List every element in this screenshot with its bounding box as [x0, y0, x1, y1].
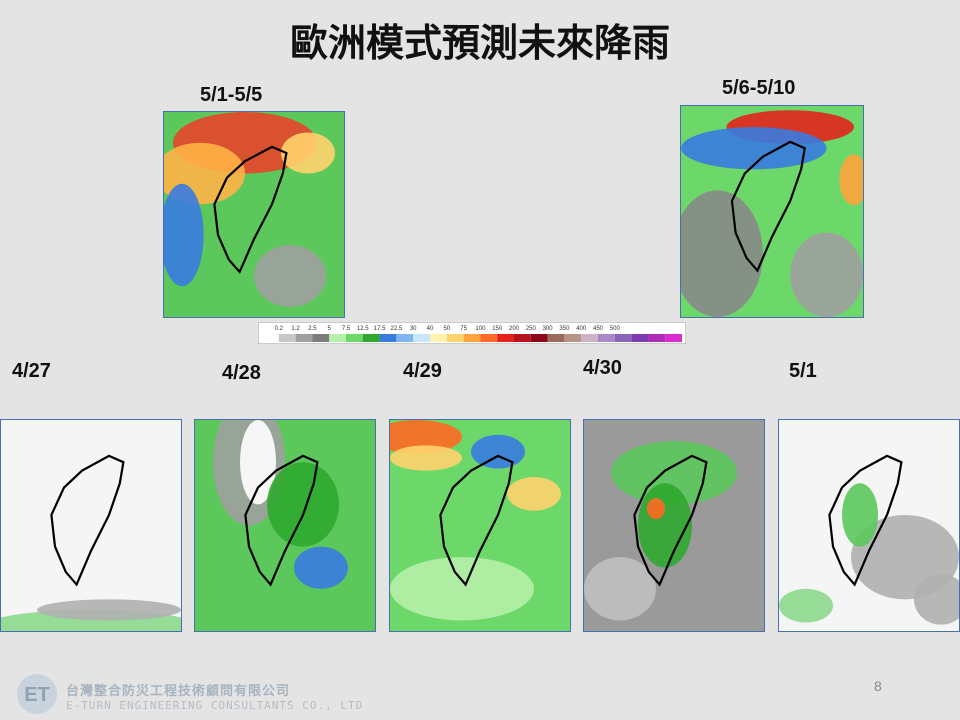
colorbar-label: 400 [576, 326, 587, 332]
map-background [1, 420, 181, 631]
slide-title: 歐洲模式預測未來降雨 [289, 23, 670, 65]
colorbar-swatch [262, 334, 279, 342]
colorbar-swatch [278, 334, 296, 342]
rainfall-map [194, 419, 376, 632]
rain-area [37, 599, 181, 621]
logo: ET [17, 674, 57, 714]
rain-area [647, 498, 665, 520]
colorbar-label: 30 [410, 326, 417, 332]
rainfall-map [389, 419, 571, 632]
colorbar-swatch [581, 334, 598, 342]
colorbar-swatch [665, 334, 682, 342]
colorbar-swatch [564, 334, 582, 342]
colorbar-swatch [463, 334, 481, 342]
rain-area [471, 434, 525, 469]
page-number: 8 [874, 678, 882, 694]
colorbar-label: 75 [460, 326, 467, 332]
taiwan-outline [440, 456, 512, 585]
colorbar-swatch [547, 334, 565, 342]
taiwan-outline [51, 456, 123, 585]
colorbar-label: 40 [427, 326, 434, 332]
rain-area [164, 183, 204, 287]
colorbar-swatch [480, 334, 498, 342]
colorbar-swatch [413, 334, 430, 342]
rain-area [584, 557, 656, 621]
rainfall-map [778, 419, 960, 632]
rain-area [681, 127, 827, 170]
rain-area [390, 445, 462, 471]
colorbar-label: 7.5 [342, 326, 351, 332]
colorbar-swatch [396, 334, 414, 342]
colorbar-label: 250 [526, 326, 537, 332]
colorbar-label: 200 [509, 326, 520, 332]
colorbar-label: 300 [543, 326, 554, 332]
colorbar-swatch [346, 334, 363, 342]
rain-area [507, 476, 561, 511]
colorbar-swatch [312, 334, 330, 342]
colorbar-swatch [631, 334, 649, 342]
rainfall-map [680, 105, 864, 318]
rainfall-map [0, 419, 182, 632]
company-name-en: E-TURN ENGINEERING CONSULTANTS CO., LTD [66, 699, 364, 712]
rain-area [294, 546, 348, 589]
rain-area [281, 132, 335, 174]
colorbar-label: 5 [328, 326, 332, 332]
rain-area [254, 245, 326, 307]
colorbar-label: 450 [593, 326, 604, 332]
svg-text:ET: ET [24, 684, 50, 706]
colorbar-label: 22.5 [391, 326, 403, 332]
colorbar-label: 50 [443, 326, 450, 332]
taiwan-outline [829, 456, 901, 585]
rain-area [779, 588, 833, 623]
colorbar-swatch [598, 334, 615, 342]
colorbar-label: 100 [475, 326, 486, 332]
rain-area [914, 574, 959, 625]
colorbar-swatch [329, 334, 346, 342]
colorbar-swatch [295, 334, 313, 342]
map-label: 5/1 [789, 360, 817, 382]
map-label: 5/6-5/10 [722, 77, 796, 99]
colorbar: 0.2 1.2 2.5 5 7.5 12.5 17.5 22.5 30 40 50 75 100 150 2… [258, 322, 686, 344]
rain-area [240, 420, 276, 505]
rain-area [681, 190, 763, 317]
company-name: 台灣整合防災工程技術顧問有限公司 [66, 683, 291, 698]
map-label: 4/29 [403, 360, 442, 382]
colorbar-swatch [362, 334, 380, 342]
map-label: 4/27 [12, 360, 51, 382]
rainfall-map [583, 419, 765, 632]
rain-area [790, 232, 863, 317]
colorbar-swatch [430, 334, 447, 342]
rain-area [267, 462, 339, 547]
colorbar-label: 12.5 [357, 326, 369, 332]
taiwan-outline [214, 147, 286, 272]
colorbar-label: 17.5 [374, 326, 386, 332]
colorbar-label: 1.2 [291, 326, 300, 332]
rain-area [638, 483, 692, 568]
map-label: 5/1-5/5 [200, 84, 263, 106]
taiwan-outline [634, 456, 706, 585]
colorbar-label: 150 [492, 326, 503, 332]
rain-area [839, 154, 863, 206]
colorbar-swatch [446, 334, 464, 342]
map-label: 4/28 [222, 362, 261, 384]
map-label: 4/30 [583, 357, 622, 379]
colorbar-label: 0.2 [275, 326, 284, 332]
colorbar-label: 350 [559, 326, 570, 332]
rainfall-map [163, 111, 345, 318]
rain-area [611, 441, 737, 505]
rain-area [842, 483, 878, 547]
colorbar-swatch [648, 334, 666, 342]
rain-area [390, 557, 534, 621]
colorbar-label: 2.5 [308, 326, 317, 332]
taiwan-outline [245, 456, 317, 585]
colorbar-label: 500 [610, 326, 621, 332]
colorbar-swatch [497, 334, 514, 342]
taiwan-outline [732, 142, 805, 271]
colorbar-swatch [614, 334, 632, 342]
rain-area [390, 420, 462, 454]
colorbar-swatch [530, 334, 548, 342]
colorbar-swatch [514, 334, 531, 342]
colorbar-swatch [379, 334, 397, 342]
